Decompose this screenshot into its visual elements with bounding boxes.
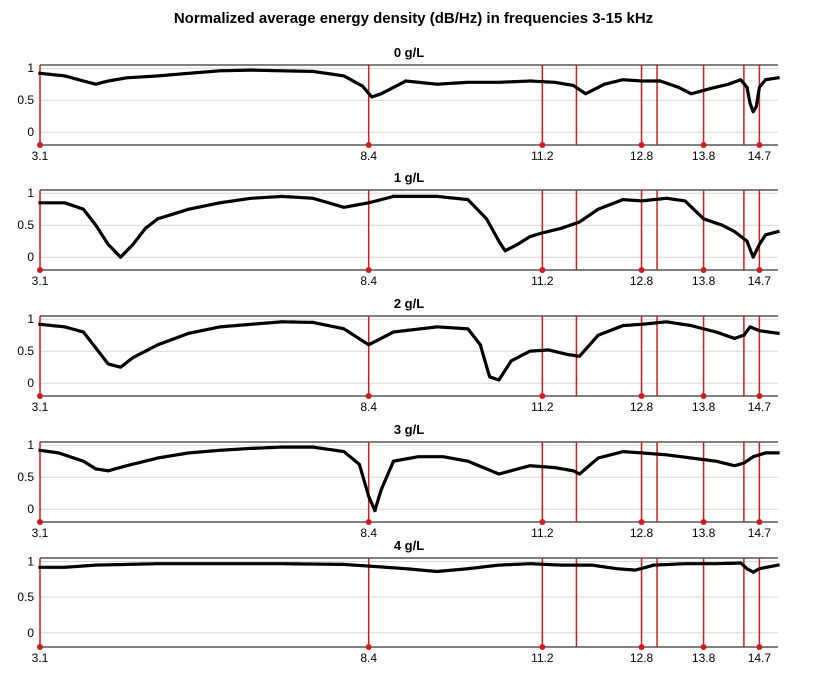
x-tick-label: 12.8 xyxy=(630,274,654,288)
y-tick-label: 0 xyxy=(27,376,34,390)
panel-title: 3 g/L xyxy=(394,422,424,437)
panel-3: 2 g/L 0 0.5 1 3.1 8.4 11.2 12.8 13.8 14.7 xyxy=(17,296,780,414)
y-tick-label: 0 xyxy=(27,626,34,640)
y-tick-label: 0 xyxy=(27,250,34,264)
marker-dot xyxy=(37,644,43,650)
marker-dot xyxy=(638,519,645,525)
panel-title: 0 g/L xyxy=(394,45,424,60)
marker-dot xyxy=(37,142,43,148)
marker-dot xyxy=(756,267,763,273)
marker-dot xyxy=(638,644,645,650)
x-tick-label: 12.8 xyxy=(630,400,654,414)
x-tick-label: 13.8 xyxy=(692,274,716,288)
marker-dot xyxy=(365,393,372,399)
y-tick-label: 0.5 xyxy=(17,344,34,358)
x-tick-label: 3.1 xyxy=(32,274,49,288)
x-tick-label: 13.8 xyxy=(692,400,716,414)
series-line xyxy=(38,194,780,259)
panel-title: 1 g/L xyxy=(394,170,424,185)
marker-dot xyxy=(700,142,707,148)
series-line xyxy=(38,561,780,574)
y-tick-label: 1 xyxy=(27,186,34,200)
x-tick-label: 8.4 xyxy=(360,526,377,540)
series-line xyxy=(38,68,780,114)
marker-dot xyxy=(365,142,372,148)
x-tick-label: 11.2 xyxy=(531,274,554,288)
marker-dot xyxy=(539,644,546,650)
x-tick-label: 3.1 xyxy=(32,526,49,540)
main-title: Normalized average energy density (dB/Hz… xyxy=(173,10,654,27)
marker-dot xyxy=(365,267,372,273)
marker-dot xyxy=(37,267,43,273)
y-tick-label: 1 xyxy=(27,312,34,326)
x-tick-label: 14.7 xyxy=(748,149,772,163)
y-tick-label: 0.5 xyxy=(17,93,34,107)
x-tick-label: 11.2 xyxy=(531,651,554,665)
x-tick-label: 12.8 xyxy=(630,149,654,163)
x-tick-label: 11.2 xyxy=(531,400,554,414)
y-tick-label: 0.5 xyxy=(17,590,34,604)
marker-dot xyxy=(756,519,763,525)
panel-title: 4 g/L xyxy=(394,538,424,553)
marker-dot xyxy=(756,142,763,148)
x-tick-label: 8.4 xyxy=(360,651,377,665)
marker-dot xyxy=(365,644,372,650)
x-tick-label: 12.8 xyxy=(630,526,654,540)
x-tick-label: 13.8 xyxy=(692,526,716,540)
panel-2: 1 g/L 0 0.5 1 3.1 8.4 11.2 12.8 13.8 14.7 xyxy=(17,170,780,288)
marker-dot xyxy=(700,519,707,525)
marker-dot xyxy=(756,644,763,650)
x-tick-label: 3.1 xyxy=(32,651,49,665)
x-tick-label: 14.7 xyxy=(748,526,772,540)
marker-dot xyxy=(756,393,763,399)
x-tick-label: 3.1 xyxy=(32,400,49,414)
y-tick-label: 0.5 xyxy=(17,218,34,232)
x-tick-label: 3.1 xyxy=(32,149,49,163)
marker-dot xyxy=(638,267,645,273)
panel-5: 4 g/L 0 0.5 1 3.1 8.4 11.2 12.8 13.8 14.7 xyxy=(17,538,780,665)
x-tick-label: 8.4 xyxy=(360,149,377,163)
series-line xyxy=(38,320,780,382)
x-tick-label: 14.7 xyxy=(748,400,772,414)
marker-dot xyxy=(539,142,546,148)
panel-4: 3 g/L 0 0.5 1 3.1 8.4 11.2 12.8 13.8 14.7 xyxy=(17,422,780,540)
marker-dot xyxy=(700,267,707,273)
y-tick-label: 1 xyxy=(27,555,34,569)
marker-dot xyxy=(539,393,546,399)
y-tick-label: 1 xyxy=(27,61,34,75)
x-tick-label: 12.8 xyxy=(630,651,654,665)
y-tick-label: 0 xyxy=(27,125,34,139)
marker-dot xyxy=(365,519,372,525)
x-tick-label: 11.2 xyxy=(531,149,554,163)
y-tick-label: 0 xyxy=(27,502,34,516)
x-tick-label: 14.7 xyxy=(748,274,772,288)
panel-title: 2 g/L xyxy=(394,296,424,311)
marker-dot xyxy=(638,142,645,148)
y-tick-label: 0.5 xyxy=(17,470,34,484)
x-tick-label: 13.8 xyxy=(692,149,716,163)
marker-dot xyxy=(37,519,43,525)
x-tick-label: 8.4 xyxy=(360,274,377,288)
marker-dot xyxy=(539,519,546,525)
marker-dot xyxy=(700,393,707,399)
y-tick-label: 1 xyxy=(27,438,34,452)
marker-dot xyxy=(638,393,645,399)
x-tick-label: 8.4 xyxy=(360,400,377,414)
x-tick-label: 13.8 xyxy=(692,651,716,665)
panel-1: 0 g/L 0 0.5 1 3.1 8.4 11.2 12.8 13.8 14.7 xyxy=(17,45,780,163)
marker-dot xyxy=(700,644,707,650)
series-line xyxy=(38,445,780,513)
x-tick-label: 14.7 xyxy=(748,651,772,665)
marker-dot xyxy=(37,393,43,399)
marker-dot xyxy=(539,267,546,273)
x-tick-label: 11.2 xyxy=(531,526,554,540)
